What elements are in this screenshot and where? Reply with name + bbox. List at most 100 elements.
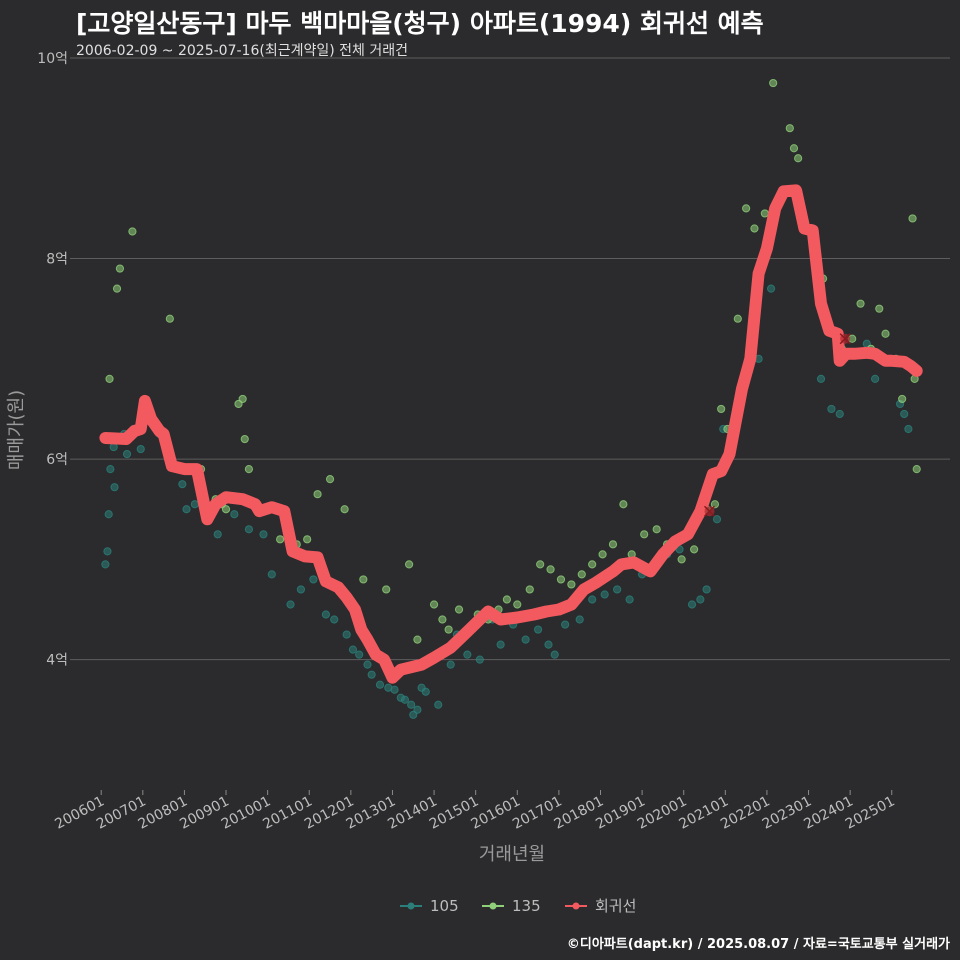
data-point-105	[413, 705, 422, 714]
data-point-105	[561, 620, 570, 629]
data-point-135	[912, 465, 921, 474]
data-point-135	[640, 530, 649, 539]
data-point-135	[760, 209, 769, 218]
data-point-135	[598, 550, 607, 559]
trend-line	[99, 184, 923, 684]
data-point-105	[496, 640, 505, 649]
data-point-135	[567, 580, 576, 589]
data-point-135	[105, 374, 114, 383]
credit-line: ©디아파트(dapt.kr) / 2025.08.07 / 자료=국토교통부 실…	[566, 937, 950, 952]
data-point-105	[766, 284, 776, 293]
data-point-135	[577, 570, 586, 579]
data-point-135	[128, 227, 137, 236]
x-axis-label: 거래년월	[479, 844, 545, 865]
y-tick-label: 4억	[46, 653, 68, 669]
data-point-135	[221, 505, 231, 514]
data-point-105	[600, 590, 609, 599]
y-axis-ticks: 4억 6억 8억 10억	[37, 51, 68, 669]
y-tick-label: 10억	[37, 51, 68, 67]
data-point-105	[342, 630, 351, 639]
data-point-105	[259, 530, 268, 539]
data-point-135	[240, 434, 249, 444]
data-point-135	[710, 500, 720, 509]
data-point-105	[550, 650, 559, 659]
legend-label: 105	[430, 897, 459, 915]
chart-svg: 4억 6억 8억 10억 200601200701200801200901201001…	[6, 51, 950, 915]
trend-line-group	[99, 184, 923, 684]
data-point-135	[785, 124, 794, 133]
data-point-105	[178, 480, 187, 489]
data-point-135	[238, 394, 247, 404]
data-point-135	[652, 525, 661, 534]
data-point-105	[521, 635, 530, 644]
data-point-105	[286, 600, 295, 609]
data-point-105	[533, 625, 543, 634]
data-point-105	[101, 560, 110, 569]
data-point-105	[696, 595, 705, 604]
data-point-105	[871, 374, 880, 383]
data-point-105	[213, 530, 222, 539]
markers-group	[703, 333, 851, 517]
legend-label: 회귀선	[595, 897, 636, 915]
data-point-105	[390, 685, 399, 694]
data-point-135	[608, 540, 618, 549]
data-point-135	[454, 605, 464, 614]
data-point-105	[230, 510, 239, 519]
data-point-105	[625, 595, 634, 604]
data-point-105	[103, 547, 112, 556]
data-point-135	[405, 560, 414, 569]
data-point-105	[267, 570, 276, 579]
data-point-135	[513, 600, 522, 609]
data-point-135	[898, 394, 907, 404]
data-point-135	[742, 204, 751, 213]
data-point-135	[717, 404, 726, 414]
data-point-105	[400, 695, 410, 704]
data-point-135	[325, 475, 335, 484]
data-point-105	[702, 585, 711, 594]
data-point-135	[303, 535, 312, 544]
data-point-135	[525, 585, 534, 594]
data-point-135	[733, 314, 742, 323]
data-point-105	[446, 660, 455, 669]
data-point-105	[367, 670, 376, 679]
data-point-135	[769, 78, 778, 88]
data-point-105	[588, 595, 597, 604]
data-point-105	[375, 680, 385, 689]
data-point-105	[421, 687, 430, 696]
grid-lines	[70, 57, 950, 661]
data-point-105	[244, 525, 254, 534]
data-point-135	[556, 575, 566, 584]
data-point-135	[794, 154, 803, 163]
data-point-105	[363, 660, 372, 669]
data-point-105	[475, 655, 484, 664]
data-point-105	[296, 585, 306, 594]
data-point-135	[588, 560, 597, 569]
legend: 105 135 회귀선	[400, 897, 636, 915]
data-point-135	[438, 615, 447, 624]
data-point-105	[309, 575, 318, 584]
data-point-135	[429, 600, 439, 609]
data-point-135	[382, 585, 391, 594]
legend-dot-회귀선	[572, 902, 580, 910]
data-point-135	[276, 535, 285, 544]
chart-subtitle: 2006-02-09 ~ 2025-07-16(최근계약일) 전체 거래건	[76, 43, 408, 59]
data-point-135	[313, 490, 322, 499]
data-point-105	[104, 510, 113, 519]
data-point-135	[856, 299, 865, 308]
legend-dot-105	[407, 902, 415, 910]
data-point-135	[244, 465, 254, 474]
data-point-135	[546, 565, 555, 574]
data-point-105	[904, 424, 913, 434]
data-point-135	[115, 264, 125, 273]
data-point-135	[619, 500, 628, 509]
data-point-105	[900, 409, 909, 419]
data-point-135	[875, 304, 884, 313]
x-axis-ticks: 2006012007012008012009012010012011012012…	[52, 790, 898, 833]
data-point-105	[835, 409, 844, 419]
data-point-135	[536, 560, 545, 569]
data-point-135	[444, 625, 453, 634]
data-point-105	[463, 650, 472, 659]
data-point-105	[687, 600, 697, 609]
data-point-105	[321, 610, 330, 619]
data-point-135	[165, 314, 174, 323]
